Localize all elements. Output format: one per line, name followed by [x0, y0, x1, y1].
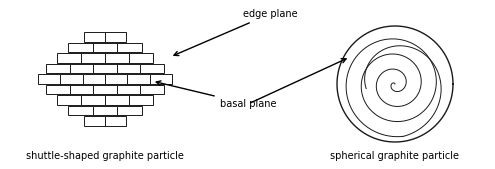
Bar: [81, 53, 105, 63]
Bar: [141, 64, 164, 73]
Bar: [83, 74, 105, 84]
Bar: [46, 85, 70, 94]
Bar: [105, 53, 129, 63]
Bar: [70, 85, 93, 94]
Bar: [141, 85, 164, 94]
Bar: [117, 43, 142, 52]
Text: spherical graphite particle: spherical graphite particle: [331, 151, 459, 161]
Bar: [129, 53, 153, 63]
Bar: [129, 95, 153, 105]
Text: edge plane: edge plane: [174, 9, 297, 56]
Bar: [68, 106, 93, 115]
Bar: [93, 64, 117, 73]
Bar: [46, 64, 70, 73]
Bar: [84, 32, 105, 42]
Bar: [57, 53, 81, 63]
Bar: [81, 95, 105, 105]
Bar: [57, 95, 81, 105]
Bar: [149, 74, 172, 84]
Bar: [105, 116, 126, 126]
Bar: [105, 32, 126, 42]
Text: basal plane: basal plane: [156, 81, 276, 109]
Bar: [38, 74, 60, 84]
Bar: [117, 106, 142, 115]
Bar: [84, 116, 105, 126]
Bar: [117, 64, 141, 73]
Bar: [68, 43, 93, 52]
Text: shuttle-shaped graphite particle: shuttle-shaped graphite particle: [26, 151, 184, 161]
Bar: [93, 85, 117, 94]
Bar: [127, 74, 149, 84]
Bar: [60, 74, 83, 84]
Bar: [105, 95, 129, 105]
Bar: [117, 85, 141, 94]
Bar: [105, 74, 127, 84]
Bar: [70, 64, 93, 73]
Bar: [93, 43, 117, 52]
Bar: [93, 106, 117, 115]
